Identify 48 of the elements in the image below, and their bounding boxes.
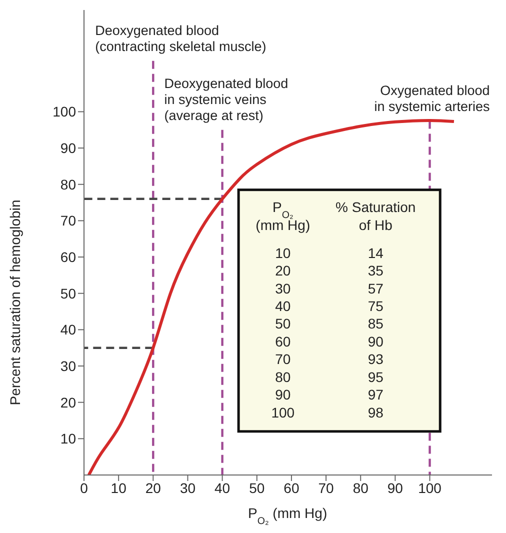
x-tick-label: 90 xyxy=(387,480,404,496)
annotation: 90 xyxy=(368,333,384,350)
x-tick-label: 0 xyxy=(80,480,88,496)
x-tick-label: 10 xyxy=(110,480,127,496)
x-tick-label: 30 xyxy=(180,480,196,496)
annotation: 20 xyxy=(275,262,291,279)
x-tick-label: 100 xyxy=(418,480,442,496)
x-tick-label: 80 xyxy=(352,480,369,496)
y-tick-label: 10 xyxy=(60,430,76,447)
annotation: Deoxygenated blood in systemic veins (average at rest) xyxy=(164,76,288,123)
x-tick-label: 70 xyxy=(318,480,334,496)
x-tick-label: 40 xyxy=(214,480,230,496)
annotation: 97 xyxy=(368,386,384,403)
y-tick-label: 70 xyxy=(60,212,76,229)
annotation: 60 xyxy=(275,333,291,350)
annotation: 57 xyxy=(368,280,384,296)
annotation: 85 xyxy=(368,316,384,332)
y-tick-label: 60 xyxy=(60,249,76,265)
annotation: % Saturation of Hb xyxy=(336,198,416,233)
annotation: 30 xyxy=(275,280,291,296)
x-tick-label: 50 xyxy=(249,480,265,496)
x-tick-label: 60 xyxy=(284,480,300,496)
annotation: 98 xyxy=(368,404,384,420)
annotation: 100 xyxy=(271,404,295,420)
annotation: P$_{O₂}$ (mm Hg) xyxy=(256,198,310,233)
y-tick-label: 90 xyxy=(60,140,76,156)
annotation: 70 xyxy=(275,351,291,368)
annotation: 80 xyxy=(275,368,291,385)
annotation: 90 xyxy=(275,386,291,403)
annotation: 35 xyxy=(368,262,384,279)
annotation: Oxygenated blood in systemic arteries xyxy=(374,82,490,114)
y-tick-label: 40 xyxy=(60,322,76,338)
annotation: 14 xyxy=(368,244,384,261)
annotation: 75 xyxy=(368,298,384,314)
annotation: 50 xyxy=(275,316,291,332)
y-axis-title: Percent saturation of hemoglobin xyxy=(7,200,23,406)
annotation: 93 xyxy=(368,351,384,368)
annotation: 10 xyxy=(275,244,291,261)
y-tick-label: 20 xyxy=(60,394,76,410)
y-tick-label: 80 xyxy=(60,176,76,192)
x-tick-label: 20 xyxy=(145,480,162,496)
annotation: Deoxygenated blood (contracting skeletal muscle) xyxy=(95,22,266,54)
annotation: 95 xyxy=(368,368,384,385)
y-tick-label: 100 xyxy=(52,104,76,120)
annotation: 40 xyxy=(275,298,291,314)
y-tick-label: 50 xyxy=(60,285,76,302)
x-axis-title: P$_{O₂}$ (mm Hg) xyxy=(248,505,328,526)
y-tick-label: 30 xyxy=(60,358,76,374)
